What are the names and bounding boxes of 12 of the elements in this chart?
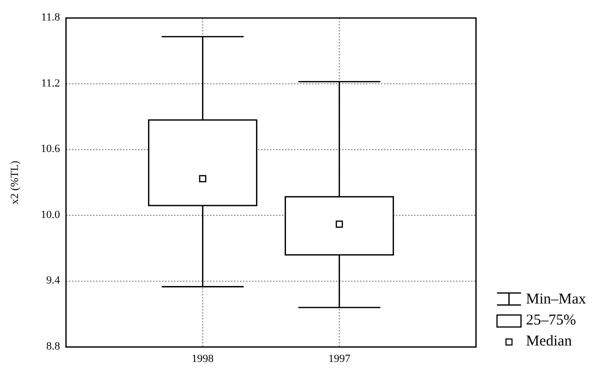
text: Median bbox=[526, 333, 572, 350]
text: 25–75% bbox=[526, 312, 576, 328]
x-tick-label: 1998 bbox=[192, 353, 214, 365]
y-axis-title: x2 (%TL) bbox=[9, 160, 21, 204]
text: Min–Max bbox=[526, 291, 586, 308]
y-tick-label: 9.4 bbox=[46, 274, 60, 287]
x-tick-label: 1997 bbox=[328, 353, 351, 365]
y-tick-label: 11.8 bbox=[41, 12, 60, 24]
y-tick-label: 10.6 bbox=[40, 143, 60, 156]
y-tick-label: 8.8 bbox=[46, 340, 60, 353]
y-tick-label: 10.0 bbox=[40, 208, 60, 221]
y-tick-label: 11.2 bbox=[41, 77, 60, 90]
